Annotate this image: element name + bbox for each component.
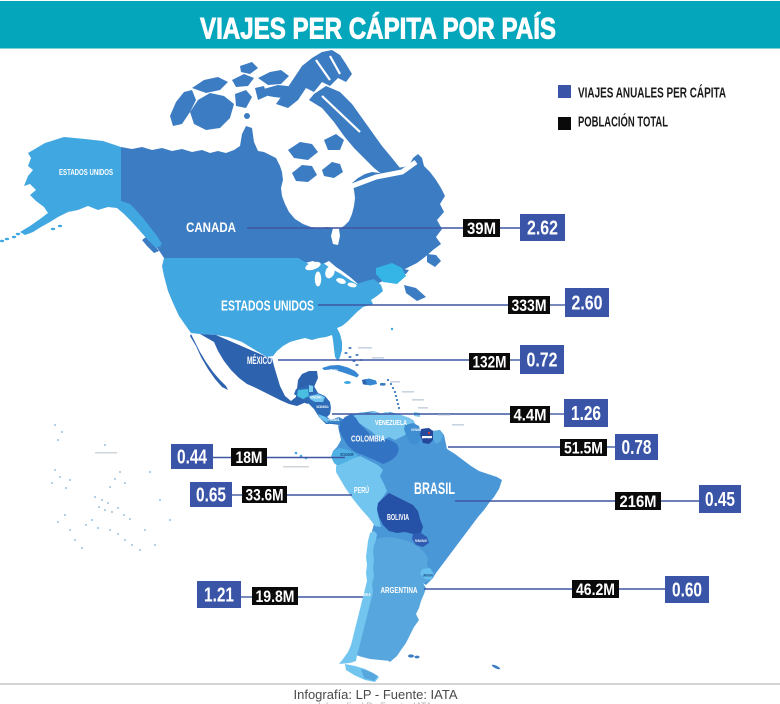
- svg-text:BRASIL: BRASIL: [414, 480, 455, 498]
- svg-text:NICARAGUA: NICARAGUA: [317, 405, 329, 409]
- svg-text:Infografía: LP - Fuente: IATA: Infografía: LP - Fuente: IATA: [293, 687, 457, 702]
- svg-text:CHILE: CHILE: [363, 592, 371, 597]
- svg-text:46.2M: 46.2M: [576, 581, 615, 599]
- svg-text:0.45: 0.45: [705, 488, 735, 511]
- svg-text:HONDURAS: HONDURAS: [311, 396, 322, 400]
- svg-text:18M: 18M: [236, 449, 263, 467]
- svg-text:CANADA: CANADA: [186, 220, 236, 235]
- svg-text:VENEZUELA: VENEZUELA: [375, 418, 407, 427]
- svg-text:0.60: 0.60: [672, 579, 702, 602]
- svg-text:2.60: 2.60: [572, 292, 603, 315]
- svg-text:39M: 39M: [467, 220, 496, 238]
- svg-text:PARAGUAY: PARAGUAY: [415, 539, 427, 543]
- svg-text:CUBA: CUBA: [330, 369, 338, 373]
- svg-text:ESTADOS UNIDOS: ESTADOS UNIDOS: [59, 168, 113, 177]
- svg-text:VIAJES ANUALES PER CÁPITA: VIAJES ANUALES PER CÁPITA: [578, 85, 726, 102]
- svg-text:Infografía: LP - Fuente: IATA: Infografía: LP - Fuente: IATA: [318, 701, 432, 704]
- svg-text:COLOMBIA: COLOMBIA: [351, 434, 385, 444]
- svg-text:PERÚ: PERÚ: [354, 484, 369, 495]
- svg-text:BOLIVIA: BOLIVIA: [387, 512, 409, 522]
- svg-text:1.26: 1.26: [571, 402, 601, 425]
- svg-text:0.44: 0.44: [177, 446, 207, 469]
- svg-text:PANAMÁ: PANAMÁ: [329, 417, 340, 422]
- svg-text:ECUADOR: ECUADOR: [341, 452, 354, 457]
- svg-text:33.6M: 33.6M: [246, 486, 284, 504]
- svg-text:ARGENTINA: ARGENTINA: [381, 585, 418, 595]
- svg-text:0.78: 0.78: [622, 436, 652, 459]
- svg-text:SURINAME: SURINAME: [424, 438, 433, 442]
- svg-text:MÉXICO: MÉXICO: [247, 354, 272, 367]
- svg-text:4.4M: 4.4M: [514, 406, 547, 424]
- svg-text:51.5M: 51.5M: [564, 439, 603, 457]
- svg-text:1.21: 1.21: [204, 584, 234, 607]
- svg-text:333M: 333M: [512, 297, 547, 315]
- svg-text:0.65: 0.65: [196, 484, 226, 507]
- svg-text:216M: 216M: [620, 493, 657, 511]
- svg-text:2.62: 2.62: [527, 217, 558, 240]
- svg-text:POBLACIÓN TOTAL: POBLACIÓN TOTAL: [578, 113, 668, 131]
- svg-text:19.8M: 19.8M: [256, 588, 295, 606]
- svg-text:URUGUAY: URUGUAY: [423, 574, 433, 578]
- svg-text:132M: 132M: [473, 353, 507, 371]
- svg-text:GUYANA: GUYANA: [411, 428, 421, 432]
- svg-text:0.72: 0.72: [527, 349, 558, 372]
- svg-text:ESTADOS UNIDOS: ESTADOS UNIDOS: [221, 299, 314, 315]
- svg-text:VIAJES PER CÁPITA POR PAÍS: VIAJES PER CÁPITA POR PAÍS: [200, 12, 556, 46]
